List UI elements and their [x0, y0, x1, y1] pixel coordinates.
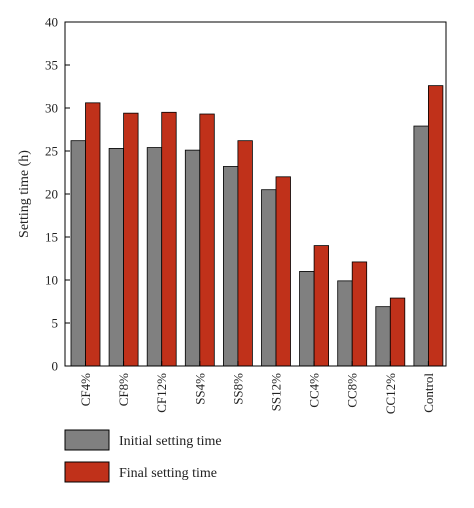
- x-tick-label: CF8%: [116, 373, 131, 406]
- bar-initial-cc12pct: [375, 306, 391, 367]
- bar-initial-cc8pct: [337, 280, 353, 367]
- x-tick-label: SS12%: [269, 373, 284, 411]
- bar-final-ss12pct: [275, 176, 291, 367]
- y-tick-label: 40: [45, 15, 58, 30]
- plot-frame: [64, 21, 447, 367]
- y-tick-label: 10: [45, 273, 58, 288]
- x-tick-label: CC4%: [307, 373, 322, 408]
- bar-initial-ss8pct: [222, 166, 239, 367]
- x-tick-label: CF4%: [78, 373, 93, 406]
- bar-initial-ss12pct: [261, 189, 277, 367]
- x-tick-label: Control: [421, 373, 436, 413]
- y-axis-ticks: 0 5 10 15 20 25 30 35 40: [45, 15, 70, 374]
- bar-initial-cf8pct: [108, 148, 124, 367]
- legend-swatch-initial: [64, 429, 110, 451]
- legend: Initial setting time Final setting time: [64, 429, 222, 483]
- x-axis-ticks: CF4% CF8% CF12% SS4% SS8% SS12% CC4% CC8% CC12% C…: [78, 361, 436, 414]
- y-tick-label: 30: [45, 101, 58, 116]
- y-tick-label: 25: [45, 144, 58, 159]
- bar-final-cf4pct: [85, 102, 101, 367]
- bar-final-cf12pct: [161, 111, 177, 367]
- bar-final-ss4pct: [199, 113, 215, 367]
- bar-final-cc4pct: [313, 245, 330, 367]
- y-tick-label: 0: [52, 359, 59, 374]
- x-tick-label: CC8%: [345, 373, 360, 408]
- x-tick-label: SS4%: [192, 373, 207, 405]
- y-tick-label: 5: [52, 316, 59, 331]
- y-tick-label: 15: [45, 230, 58, 245]
- x-tick-label: SS8%: [230, 373, 245, 405]
- y-tick-label: 20: [45, 187, 58, 202]
- bar-initial-cf4pct: [70, 140, 86, 367]
- bar-final-cf8pct: [123, 112, 139, 367]
- bar-final-cc12pct: [389, 297, 406, 367]
- bar-final-control: [427, 85, 444, 367]
- x-tick-label: CC12%: [383, 373, 398, 414]
- bar-final-ss8pct: [237, 140, 253, 367]
- x-tick-label: CF12%: [154, 373, 169, 413]
- bar-initial-cc4pct: [299, 270, 315, 367]
- legend-label-initial: Initial setting time: [119, 434, 222, 449]
- legend-swatch-final: [64, 461, 110, 483]
- y-tick-label: 35: [45, 58, 58, 73]
- bar-initial-control: [413, 125, 429, 367]
- bar-initial-cf12pct: [146, 147, 163, 367]
- bars-layer: [70, 85, 444, 367]
- bar-initial-ss4pct: [184, 149, 201, 367]
- bar-final-cc8pct: [351, 261, 368, 367]
- y-axis-title: Setting time (h): [17, 150, 32, 238]
- legend-label-final: Final setting time: [119, 466, 217, 481]
